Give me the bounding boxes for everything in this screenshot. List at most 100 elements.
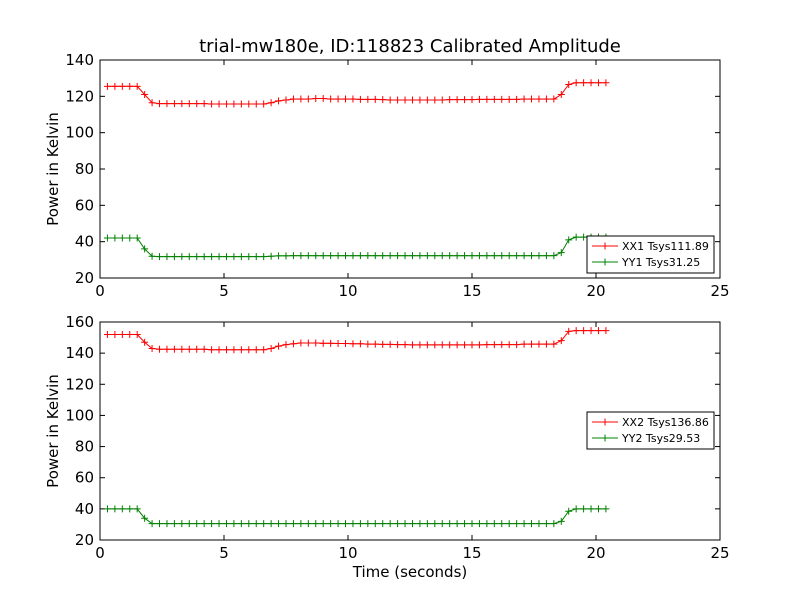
data-point — [490, 252, 498, 260]
data-point — [200, 345, 208, 353]
data-point — [602, 505, 610, 513]
data-point — [364, 95, 372, 103]
data-point — [483, 341, 491, 349]
data-point — [453, 341, 461, 349]
data-point — [542, 520, 550, 528]
data-point — [364, 520, 372, 528]
data-point — [252, 346, 260, 354]
bottom-plot: 0 5 10 15 20 25 20 40 60 80 100 120 140 160 Power in K… — [44, 313, 730, 562]
data-point — [520, 340, 528, 348]
data-point — [468, 96, 476, 104]
data-point — [505, 341, 513, 349]
data-point — [408, 341, 416, 349]
data-point — [126, 505, 134, 513]
data-point — [416, 252, 424, 260]
data-point — [602, 79, 610, 87]
data-point — [356, 340, 364, 348]
data-point — [431, 520, 439, 528]
data-point — [260, 520, 268, 528]
data-point — [319, 520, 327, 528]
data-point — [133, 330, 141, 338]
data-point — [498, 95, 506, 103]
data-point — [185, 100, 193, 108]
data-point — [386, 520, 394, 528]
data-point — [580, 79, 588, 87]
data-point — [394, 252, 402, 260]
data-point — [156, 253, 164, 261]
x-axis-label: Time (seconds) — [352, 563, 468, 581]
data-point — [208, 520, 216, 528]
data-point — [193, 520, 201, 528]
data-point — [557, 249, 565, 257]
data-point — [528, 340, 536, 348]
data-point — [408, 96, 416, 104]
data-point — [572, 327, 580, 335]
data-point — [535, 520, 543, 528]
data-point — [505, 252, 513, 260]
data-point — [438, 341, 446, 349]
data-point — [156, 100, 164, 108]
data-point — [230, 520, 238, 528]
data-point — [289, 252, 297, 260]
data-point — [193, 253, 201, 261]
y-tick-label: 100 — [65, 124, 94, 142]
data-point — [111, 330, 119, 338]
data-point — [103, 330, 111, 338]
data-point — [178, 253, 186, 261]
data-point — [528, 252, 536, 260]
data-point — [304, 520, 312, 528]
data-point — [126, 82, 134, 90]
data-point — [520, 252, 528, 260]
data-point — [103, 505, 111, 513]
x-tick-label: 0 — [95, 544, 105, 562]
data-point — [461, 252, 469, 260]
data-point — [475, 341, 483, 349]
data-point — [170, 520, 178, 528]
data-point — [275, 97, 283, 105]
data-point — [550, 95, 558, 103]
data-point — [520, 520, 528, 528]
data-point — [334, 252, 342, 260]
data-point — [468, 520, 476, 528]
data-point — [200, 520, 208, 528]
legend-marker — [601, 434, 609, 442]
data-point — [565, 507, 573, 515]
y-tick-label: 60 — [75, 469, 94, 487]
data-point — [423, 252, 431, 260]
legend-box — [586, 235, 715, 274]
data-point — [141, 514, 149, 522]
legend-marker — [601, 418, 609, 426]
data-point — [342, 339, 350, 347]
chart-title: trial-mw180e, ID:118823 Calibrated Ampli… — [199, 36, 621, 57]
data-point — [245, 346, 253, 354]
data-point — [334, 520, 342, 528]
data-point — [542, 340, 550, 348]
y-tick-label: 20 — [75, 531, 94, 549]
data-point — [185, 253, 193, 261]
legend-label: YY2 Tsys29.53 — [621, 432, 700, 445]
data-point — [594, 505, 602, 513]
data-point — [163, 253, 171, 261]
data-point — [230, 346, 238, 354]
data-point — [342, 520, 350, 528]
x-tick-label: 15 — [462, 544, 481, 562]
data-point — [490, 341, 498, 349]
data-point — [170, 345, 178, 353]
x-tick-label: 10 — [338, 282, 357, 300]
data-point — [304, 252, 312, 260]
data-point — [170, 100, 178, 108]
data-point — [505, 520, 513, 528]
y-tick-label: 20 — [75, 269, 94, 287]
data-point — [446, 520, 454, 528]
data-point — [208, 100, 216, 108]
data-point — [237, 346, 245, 354]
data-point — [408, 252, 416, 260]
data-point — [215, 100, 223, 108]
data-point — [416, 341, 424, 349]
data-point — [431, 341, 439, 349]
data-point — [275, 342, 283, 350]
data-point — [334, 95, 342, 103]
data-point — [178, 345, 186, 353]
data-point — [222, 253, 230, 261]
